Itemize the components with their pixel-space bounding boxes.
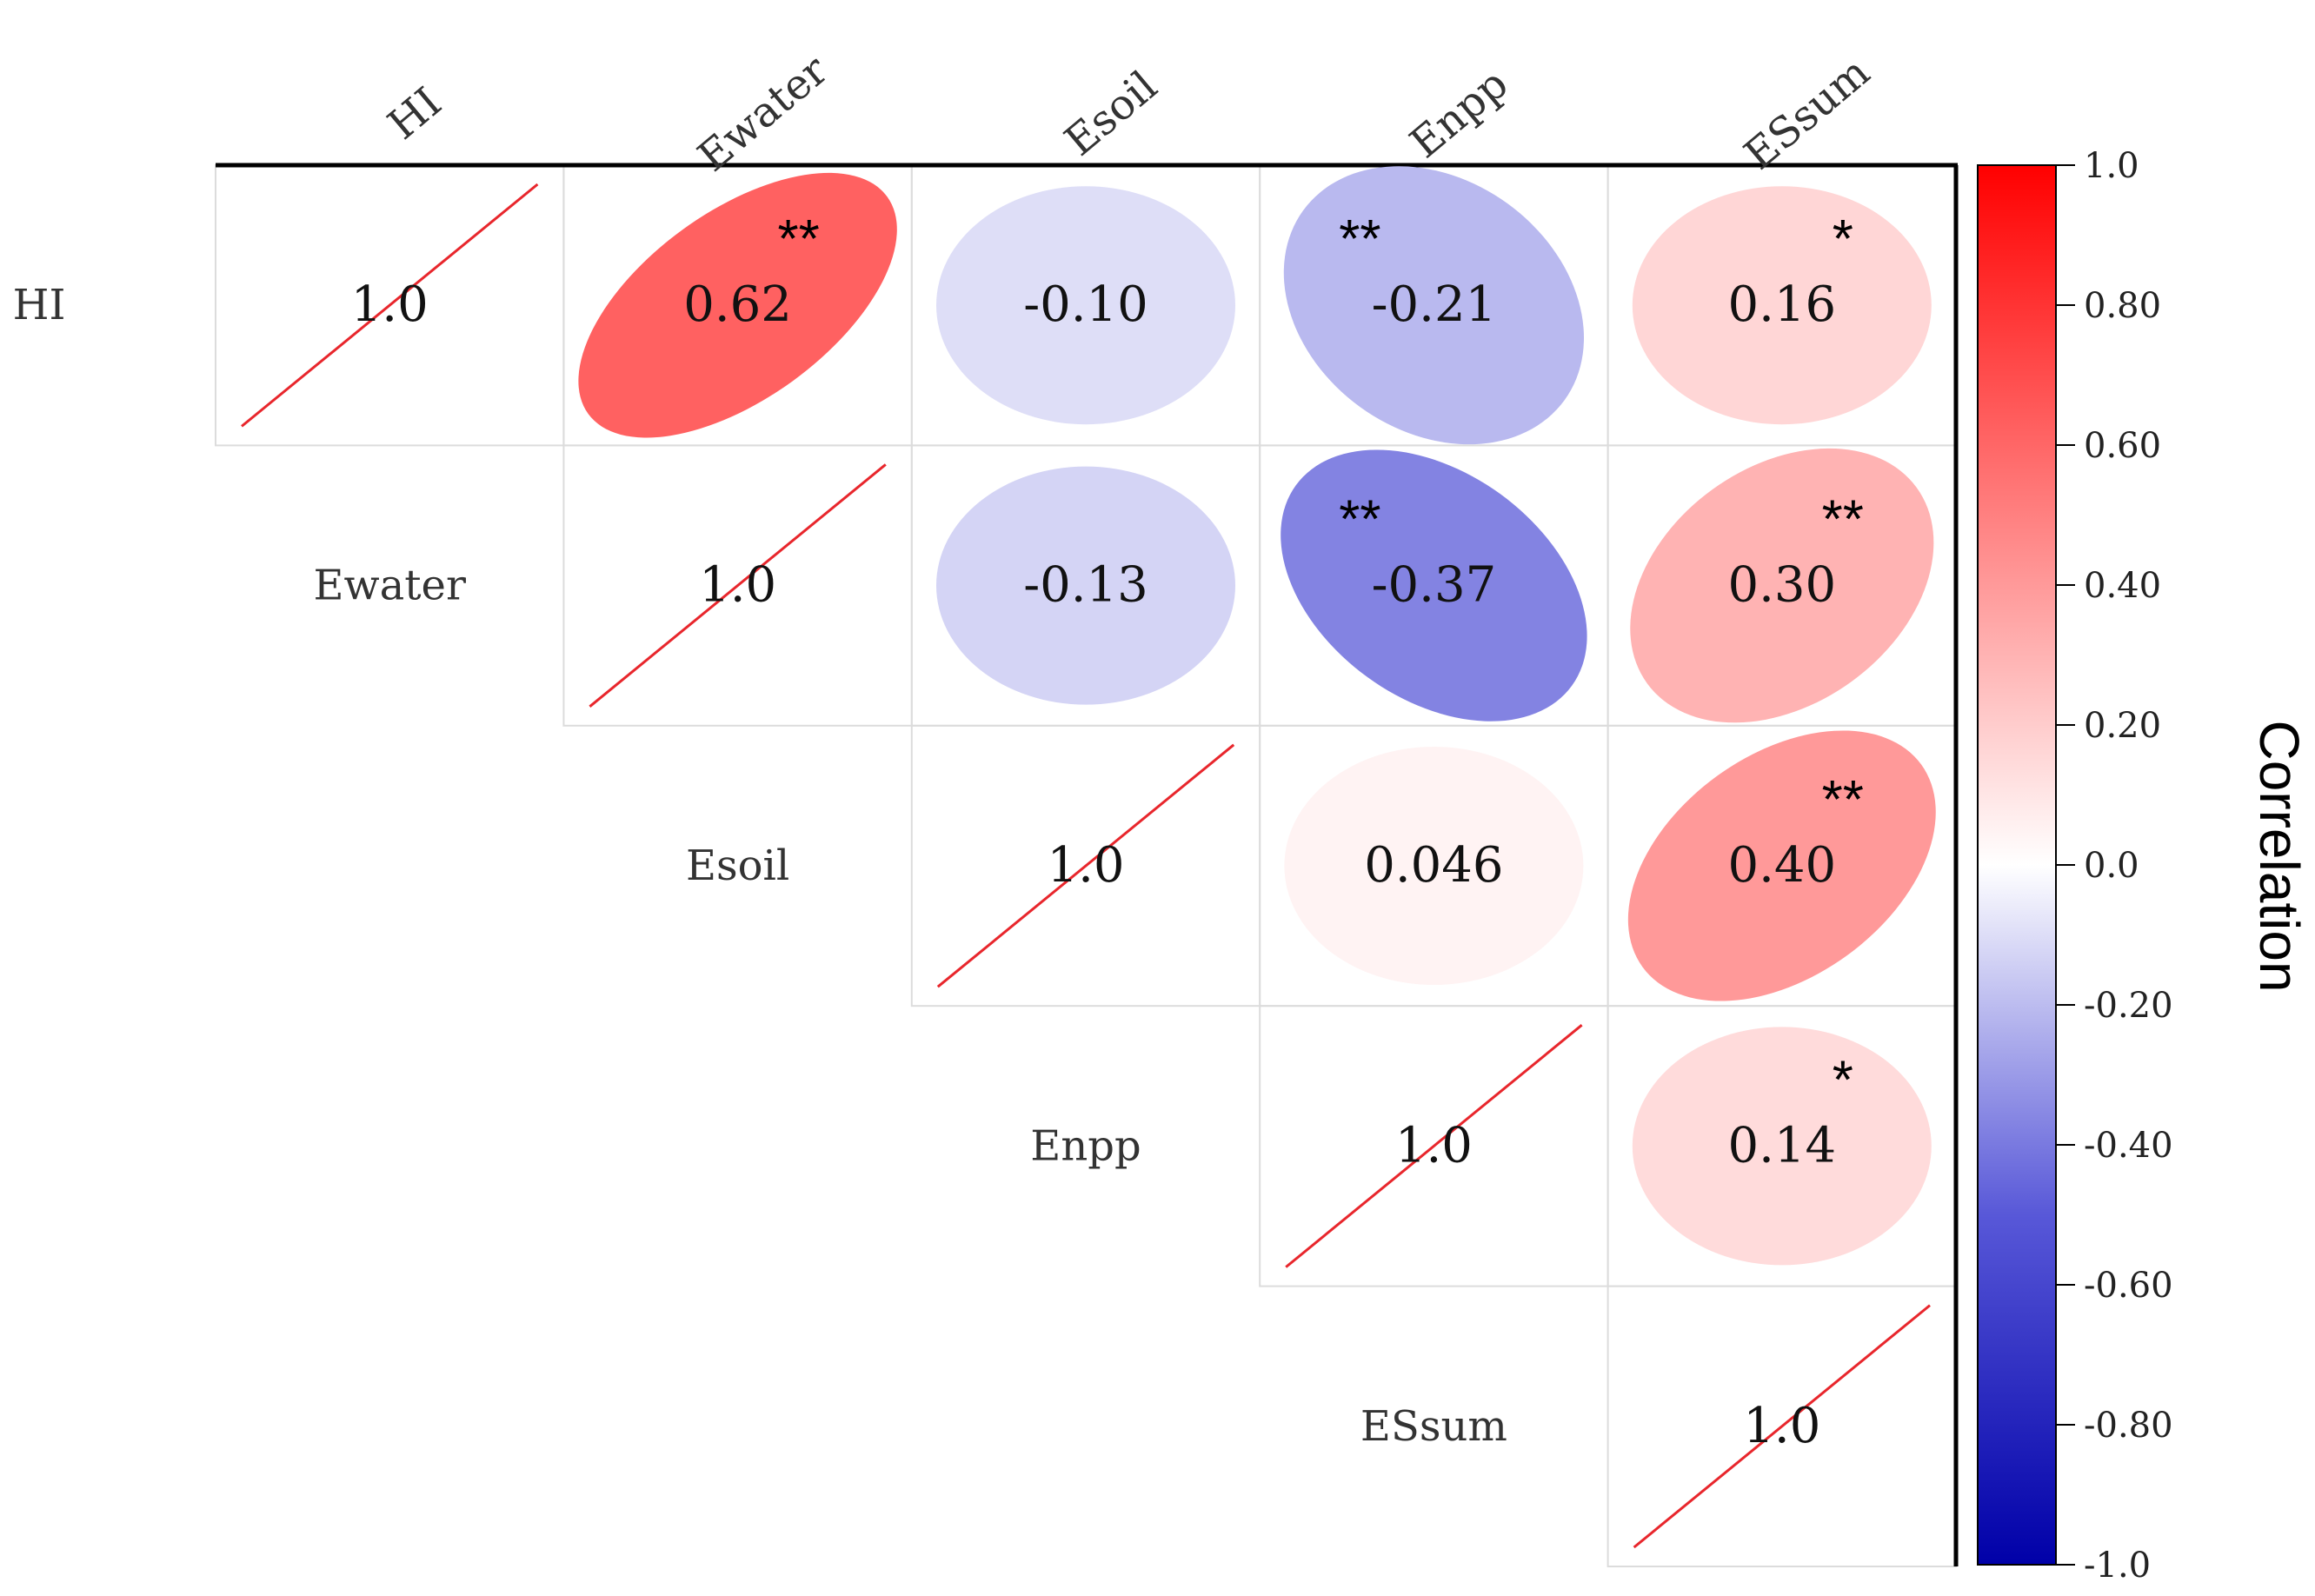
corr-ellipse [1627, 730, 1936, 1001]
data-label: 1.0 [699, 557, 776, 614]
value-labels: 1.0 ** 0.62 -0.10 ** -0.21 * 0.16 1.0 -0.13 ** -0.3… [351, 209, 1864, 1454]
significance-mark: ** [1822, 770, 1864, 830]
colorbar: 1.0 0.80 0.60 0.40 0.20 0.0 -0.20 -0.40 -0.60 -0.… [1977, 146, 2311, 1586]
data-label: 0.30 [1727, 557, 1836, 614]
corr-ellipse [936, 186, 1235, 425]
row-label: Enpp [1030, 1121, 1141, 1170]
column-label: Ewater [689, 46, 836, 182]
significance-mark: ** [1339, 209, 1380, 269]
significance-mark: ** [1822, 490, 1864, 550]
axis-labels: HI Ewater Esoil Enpp ESsum HI Ewater Esoil Enpp E… [13, 46, 1879, 1451]
data-label: 1.0 [1395, 1117, 1473, 1174]
data-label: 0.16 [1727, 276, 1836, 333]
colorbar-tick-label: -0.80 [2084, 1406, 2173, 1446]
diagonal-line [1633, 1304, 1931, 1549]
data-label: -0.37 [1372, 557, 1497, 614]
corr-ellipse [1632, 1027, 1932, 1266]
data-label: 1.0 [1047, 837, 1124, 894]
corr-ellipse [1281, 449, 1587, 722]
significance-mark: * [1833, 1050, 1853, 1110]
row-label: ESsum [1360, 1402, 1507, 1451]
row-label: HI [13, 281, 66, 329]
significance-mark: ** [777, 209, 819, 269]
colorbar-tick-label: -0.40 [2084, 1126, 2173, 1166]
diagonal-line [1285, 1024, 1583, 1268]
corr-ellipse [936, 466, 1235, 705]
data-label: 1.0 [1743, 1398, 1820, 1454]
colorbar-tick-label: -0.60 [2084, 1266, 2173, 1306]
row-label: Esoil [686, 841, 789, 890]
data-label: 0.14 [1727, 1117, 1836, 1174]
diagonal-layer [241, 183, 1931, 1549]
colorbar-ticks: 1.0 0.80 0.60 0.40 0.20 0.0 -0.20 -0.40 -0.60 -0.… [2056, 146, 2173, 1586]
colorbar-label: Correlation [2248, 720, 2311, 992]
corr-ellipse [1283, 166, 1585, 445]
colorbar-tick-label: 0.20 [2084, 706, 2161, 746]
colorbar-tick-label: 0.40 [2084, 566, 2161, 606]
data-label: -0.13 [1023, 557, 1148, 614]
colorbar-tick-label: -1.0 [2084, 1546, 2151, 1586]
colorbar-tick-label: 1.0 [2084, 146, 2139, 186]
data-label: 0.62 [683, 276, 792, 333]
ellipse-layer [578, 166, 1936, 1266]
corr-ellipse [1632, 186, 1932, 425]
colorbar-tick-label: 0.80 [2084, 286, 2161, 326]
diagonal-line [936, 743, 1235, 988]
significance-mark: ** [1339, 490, 1380, 550]
diagonal-line [241, 183, 539, 428]
colorbar-tick-label: 0.0 [2084, 846, 2139, 886]
data-label: 1.0 [351, 276, 429, 333]
corr-ellipse [578, 172, 897, 438]
colorbar-tick-label: -0.20 [2084, 986, 2173, 1026]
cell-grid [215, 163, 1959, 1567]
data-label: -0.10 [1023, 276, 1148, 333]
data-label: -0.21 [1372, 276, 1497, 333]
column-label: Enpp [1401, 59, 1518, 168]
data-label: 0.046 [1364, 837, 1503, 894]
row-label: Ewater [314, 562, 466, 610]
column-label: ESsum [1735, 48, 1879, 180]
corr-ellipse [1630, 448, 1934, 723]
corr-ellipse [1284, 747, 1584, 985]
column-label: Esoil [1055, 62, 1166, 166]
column-label: HI [379, 78, 451, 150]
significance-mark: * [1833, 209, 1853, 269]
colorbar-gradient [1977, 164, 2057, 1566]
data-label: 0.40 [1727, 837, 1836, 894]
diagonal-line [589, 463, 887, 708]
colorbar-tick-label: 0.60 [2084, 426, 2161, 466]
